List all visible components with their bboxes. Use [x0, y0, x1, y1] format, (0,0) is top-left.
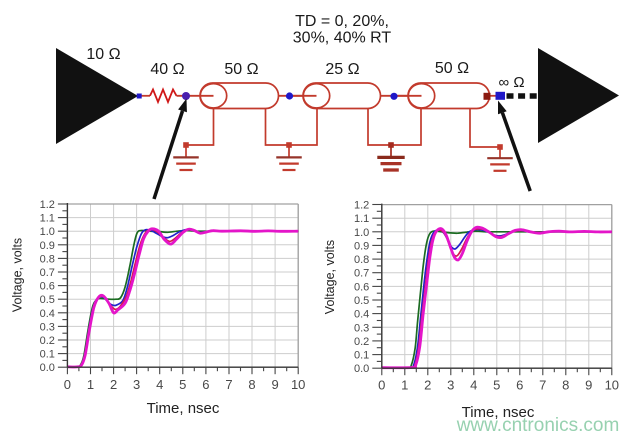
svg-text:0.4: 0.4	[354, 309, 369, 321]
svg-text:0.1: 0.1	[40, 349, 55, 361]
svg-text:10: 10	[605, 378, 619, 393]
svg-text:0.9: 0.9	[354, 240, 369, 252]
svg-text:0.5: 0.5	[354, 295, 369, 307]
svg-text:1.2: 1.2	[40, 199, 55, 211]
svg-text:1.1: 1.1	[354, 213, 369, 225]
svg-text:Voltage, volts: Voltage, volts	[11, 238, 25, 312]
svg-text:2: 2	[424, 378, 431, 393]
svg-text:2: 2	[110, 377, 117, 392]
svg-text:7: 7	[539, 378, 546, 393]
svg-text:0.1: 0.1	[354, 350, 369, 362]
svg-text:30%, 40% RT: 30%, 40% RT	[293, 30, 392, 47]
svg-text:0.7: 0.7	[40, 267, 55, 279]
svg-text:0.6: 0.6	[354, 281, 369, 293]
svg-text:0.0: 0.0	[40, 362, 55, 374]
svg-text:Time, nsec: Time, nsec	[462, 404, 535, 421]
svg-text:0.3: 0.3	[354, 322, 369, 334]
svg-text:9: 9	[585, 378, 592, 393]
svg-text:0: 0	[64, 377, 71, 392]
svg-text:4: 4	[470, 378, 477, 393]
svg-text:8: 8	[248, 377, 255, 392]
svg-text:50 Ω: 50 Ω	[435, 60, 469, 77]
svg-text:0.8: 0.8	[40, 253, 55, 265]
svg-text:1.0: 1.0	[354, 227, 369, 239]
svg-text:3: 3	[133, 377, 140, 392]
svg-text:0.4: 0.4	[40, 308, 55, 320]
svg-text:9: 9	[271, 377, 278, 392]
svg-text:5: 5	[179, 377, 186, 392]
svg-text:6: 6	[516, 378, 523, 393]
svg-text:50 Ω: 50 Ω	[224, 61, 258, 78]
svg-text:10 Ω: 10 Ω	[86, 46, 120, 63]
svg-text:∞ Ω: ∞ Ω	[498, 74, 524, 91]
svg-text:0.9: 0.9	[40, 240, 55, 252]
svg-text:4: 4	[156, 377, 163, 392]
svg-text:10: 10	[291, 377, 305, 392]
svg-text:0.0: 0.0	[354, 363, 369, 375]
svg-text:0.7: 0.7	[354, 268, 369, 280]
svg-text:40 Ω: 40 Ω	[150, 61, 184, 78]
svg-text:Time, nsec: Time, nsec	[147, 400, 220, 417]
svg-text:1.0: 1.0	[40, 226, 55, 238]
svg-text:0.5: 0.5	[40, 294, 55, 306]
svg-text:6: 6	[202, 377, 209, 392]
svg-text:0.3: 0.3	[40, 321, 55, 333]
svg-text:1: 1	[401, 378, 408, 393]
svg-text:0.2: 0.2	[40, 335, 55, 347]
svg-text:www.cntronics.com: www.cntronics.com	[456, 415, 620, 436]
svg-text:TD = 0, 20%,: TD = 0, 20%,	[295, 13, 389, 30]
svg-text:1.2: 1.2	[354, 200, 369, 212]
svg-text:1: 1	[87, 377, 94, 392]
svg-text:8: 8	[562, 378, 569, 393]
svg-text:7: 7	[225, 377, 232, 392]
svg-text:5: 5	[493, 378, 500, 393]
svg-text:25 Ω: 25 Ω	[325, 61, 359, 78]
svg-text:0.8: 0.8	[354, 254, 369, 266]
svg-text:Voltage, volts: Voltage, volts	[323, 240, 337, 314]
svg-text:1.1: 1.1	[40, 213, 55, 225]
svg-text:0: 0	[378, 378, 385, 393]
svg-text:3: 3	[447, 378, 454, 393]
svg-text:0.2: 0.2	[354, 336, 369, 348]
svg-text:0.6: 0.6	[40, 281, 55, 293]
